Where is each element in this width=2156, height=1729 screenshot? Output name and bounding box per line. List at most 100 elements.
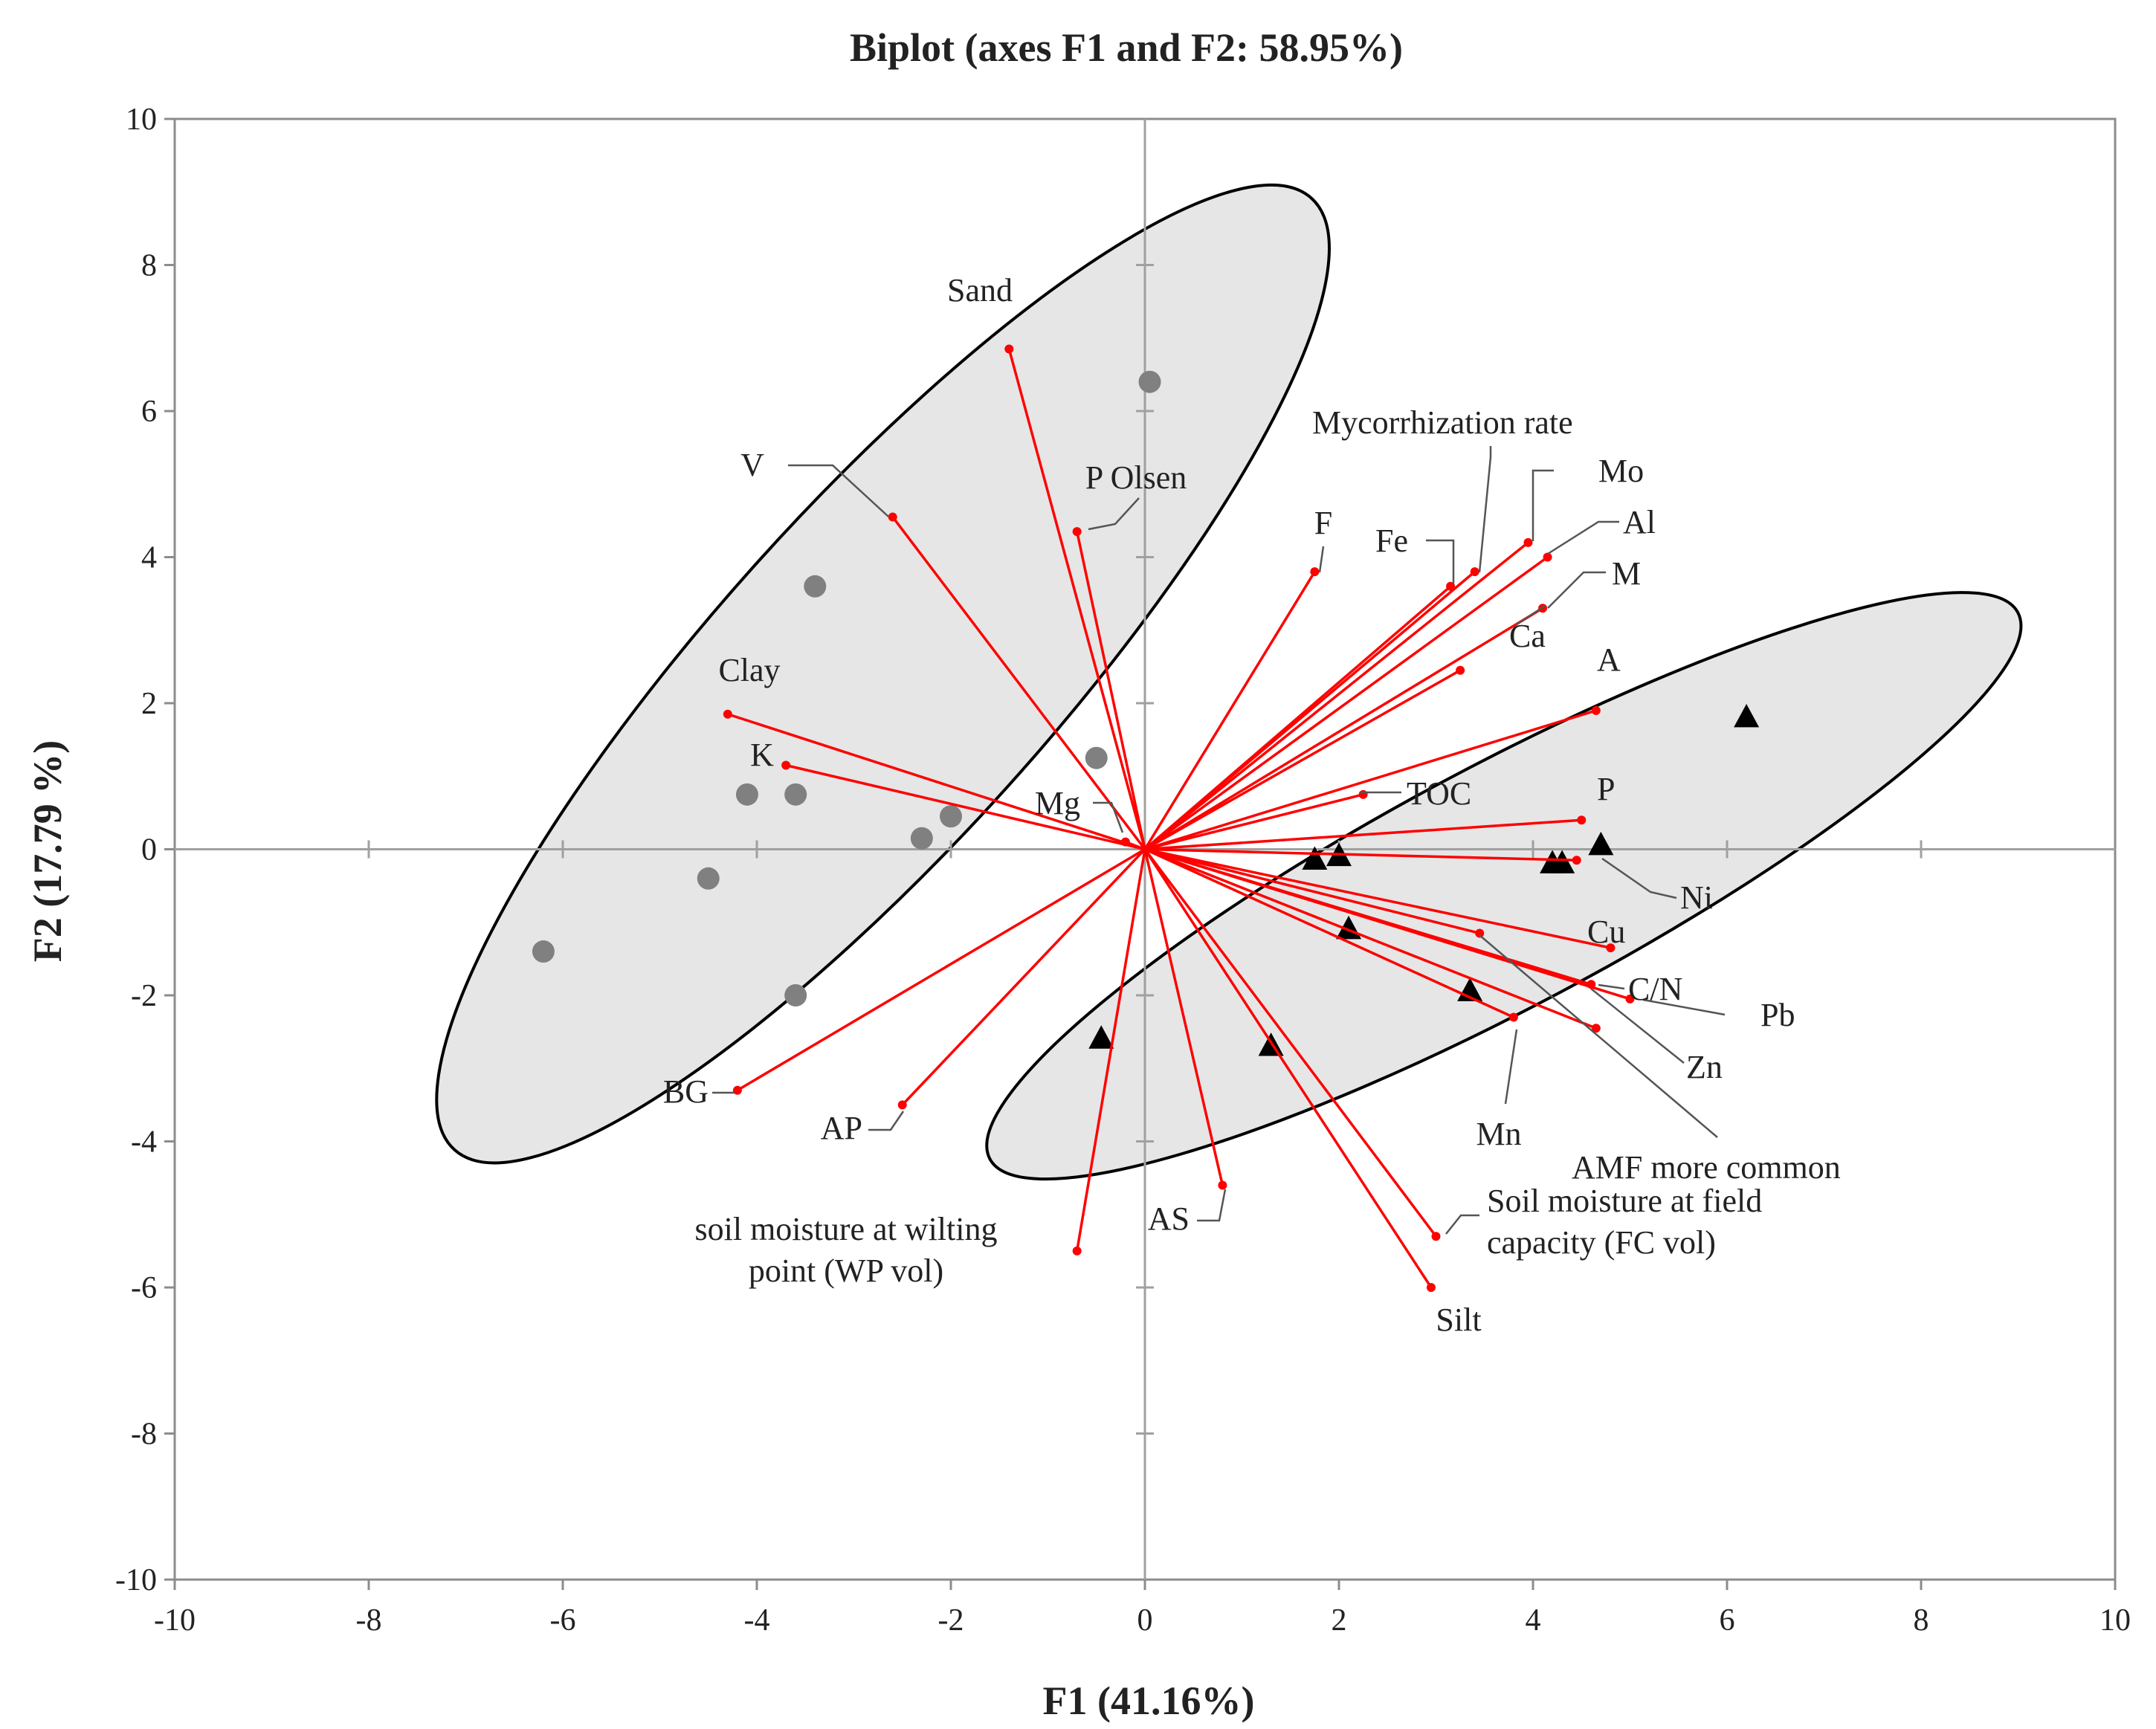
vector-tip (1310, 567, 1320, 577)
x-tick-label: 6 (1720, 1603, 1735, 1638)
vector-tip (1591, 705, 1601, 715)
variable-label-line: Pb (1760, 997, 1795, 1033)
variable-label-line: Mg (1035, 785, 1080, 821)
variable-label: Ca (1509, 618, 1546, 654)
chart-title: Biplot (axes F1 and F2: 58.95%) (850, 25, 1403, 70)
vector-k (785, 763, 1146, 851)
vector-m (1144, 669, 1461, 851)
y-tick-label: -10 (115, 1563, 157, 1597)
variable-label-line: Ca (1509, 618, 1546, 654)
vector-v (891, 516, 1146, 850)
leader-line (1532, 469, 1554, 541)
y-tick-label: 6 (141, 395, 157, 429)
vector-tip (888, 512, 897, 522)
variable-label-line: AP (821, 1110, 862, 1146)
vector-fe (1143, 585, 1452, 850)
variable-label: Clay (718, 652, 780, 688)
vector-p (1144, 818, 1582, 851)
variable-label-line: A (1597, 641, 1621, 678)
observation-triangle-point (1588, 831, 1614, 856)
variable-label: P Olsen (1085, 459, 1187, 496)
variable-label-line: capacity (FC vol) (1487, 1224, 1716, 1261)
variable-label-line: soil moisture at wilting (695, 1211, 998, 1247)
variable-label-line: Mn (1476, 1116, 1521, 1152)
vector-silt (1143, 848, 1433, 1288)
vector-sand (1007, 349, 1146, 850)
variable-label: Soil moisture at field capacity (FC vol) (1487, 1183, 1762, 1261)
x-tick-label: -6 (550, 1603, 576, 1638)
vector-clay (727, 713, 1146, 851)
vector-mn (1144, 847, 1514, 1019)
variable-label: AS (1148, 1200, 1190, 1237)
variable-label-line: C/N (1628, 971, 1682, 1007)
vector-tip (897, 1100, 907, 1110)
vector-ap (901, 848, 1146, 1106)
vector-tip (1456, 665, 1465, 675)
variable-label: Al (1623, 504, 1656, 540)
variable-label-line: Soil moisture at field (1487, 1183, 1762, 1219)
observation-circle-point (784, 783, 807, 806)
vector-tip (1591, 1024, 1601, 1033)
vector-a (1144, 709, 1597, 851)
variable-label: Fe (1375, 523, 1408, 559)
y-tick-label: 8 (141, 249, 157, 283)
y-tick-label: 0 (141, 833, 157, 867)
vector-tip (1543, 552, 1552, 562)
variable-label: soil moisture at wilting point (WP vol) (695, 1211, 998, 1289)
observation-circle-point (697, 867, 720, 890)
variable-label: Mn (1476, 1116, 1521, 1152)
x-tick-label: -4 (744, 1603, 770, 1638)
vector-tip (1625, 994, 1635, 1004)
observation-triangle-point (1088, 1025, 1114, 1049)
variable-label: BG (663, 1073, 709, 1110)
x-tick-label: 2 (1332, 1603, 1347, 1638)
variable-label: K (750, 737, 774, 773)
observation-circle-point (1138, 370, 1161, 393)
variable-label: C/N (1628, 971, 1682, 1007)
observation-circle-point (735, 783, 758, 806)
variable-label-line: AS (1148, 1200, 1190, 1237)
variable-label-line: Mycorrhization rate (1312, 404, 1573, 441)
vector-toc (1144, 793, 1364, 851)
leader-line (1478, 446, 1492, 573)
leader-line (1547, 520, 1619, 555)
leader-line (1642, 998, 1726, 1016)
vector-tip (1072, 527, 1082, 537)
observation-triangle-point (1549, 850, 1575, 873)
variable-label-line: M (1612, 555, 1641, 592)
variable-label-line: Sand (947, 272, 1013, 308)
leader-line (1547, 571, 1606, 609)
observation-circle-point (804, 575, 827, 598)
vector-tip (1587, 980, 1596, 989)
variable-label: Silt (1436, 1302, 1481, 1338)
variable-label-line: Zn (1686, 1049, 1723, 1085)
vector-tip (1508, 1012, 1518, 1022)
plot-layer: -10 -8 -6 -4 -2 0 2 4 6 8 10 -10 -8 -6 -4 -2 0 2 4 6 8 10 Sand… (115, 103, 2131, 1638)
leader-line (1516, 604, 1546, 626)
variable-label: Ni (1680, 879, 1713, 916)
variable-label-line: TOC (1407, 775, 1471, 812)
vector-soil-moisture-at-field-capacity-fc-vol- (1143, 848, 1437, 1238)
vector-ca (1144, 607, 1543, 850)
y-tick-label: 4 (141, 541, 157, 575)
x-tick-label: 10 (2099, 1603, 2131, 1638)
vector-p-olsen (1075, 531, 1146, 850)
vector-tip (1606, 943, 1616, 953)
observation-triangle-point (1302, 846, 1328, 870)
observation-circle-point (784, 984, 807, 1006)
vector-tip (1218, 1180, 1227, 1190)
vector-tip (1470, 567, 1479, 577)
variable-label-line: Ni (1680, 879, 1713, 916)
vector-tip (1072, 1246, 1082, 1255)
variable-label: Mg (1035, 785, 1080, 821)
leader-line (1504, 1029, 1518, 1105)
vector-zn (1144, 847, 1597, 1030)
variable-label-line: point (WP vol) (749, 1253, 943, 1289)
leader-line (1598, 983, 1625, 990)
vector-tip (1004, 344, 1014, 354)
vector-f (1143, 571, 1316, 850)
leader-line (868, 1111, 905, 1131)
variable-label: P (1597, 771, 1615, 807)
variable-label-line: Clay (718, 652, 780, 688)
